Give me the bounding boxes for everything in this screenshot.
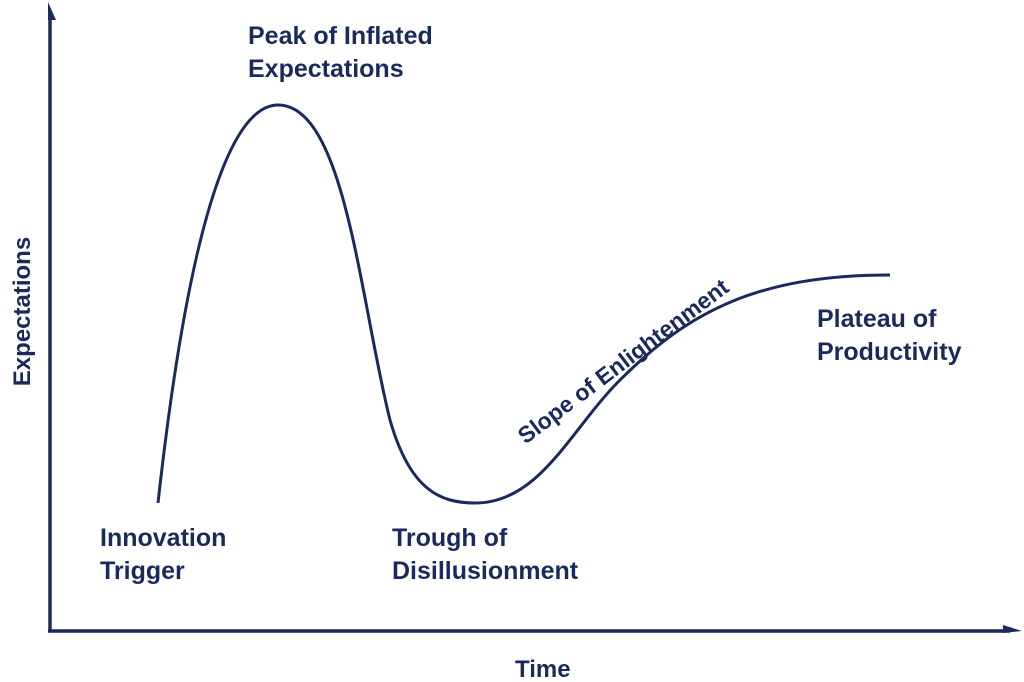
label-innovation-trigger: Innovation Trigger	[100, 522, 226, 588]
x-axis-label: Time	[515, 656, 571, 682]
y-axis-arrowhead	[48, 2, 56, 20]
label-line: Trough of	[392, 524, 508, 552]
label-trough: Trough of Disillusionment	[392, 522, 578, 588]
hype-curve	[156, 103, 891, 505]
label-line: Productivity	[817, 338, 962, 366]
label-line: Innovation	[100, 524, 227, 552]
y-axis-label: Expectations	[9, 236, 37, 387]
label-plateau: Plateau of Productivity	[817, 303, 961, 369]
label-line: Plateau of	[817, 305, 937, 333]
x-axis-arrowhead	[1003, 625, 1022, 633]
label-line: Disillusionment	[392, 557, 579, 585]
label-line: Trigger	[100, 557, 185, 585]
label-line: Expectations	[248, 55, 404, 83]
label-line: Peak of Inflated	[248, 22, 433, 50]
label-peak: Peak of Inflated Expectations	[248, 20, 433, 86]
